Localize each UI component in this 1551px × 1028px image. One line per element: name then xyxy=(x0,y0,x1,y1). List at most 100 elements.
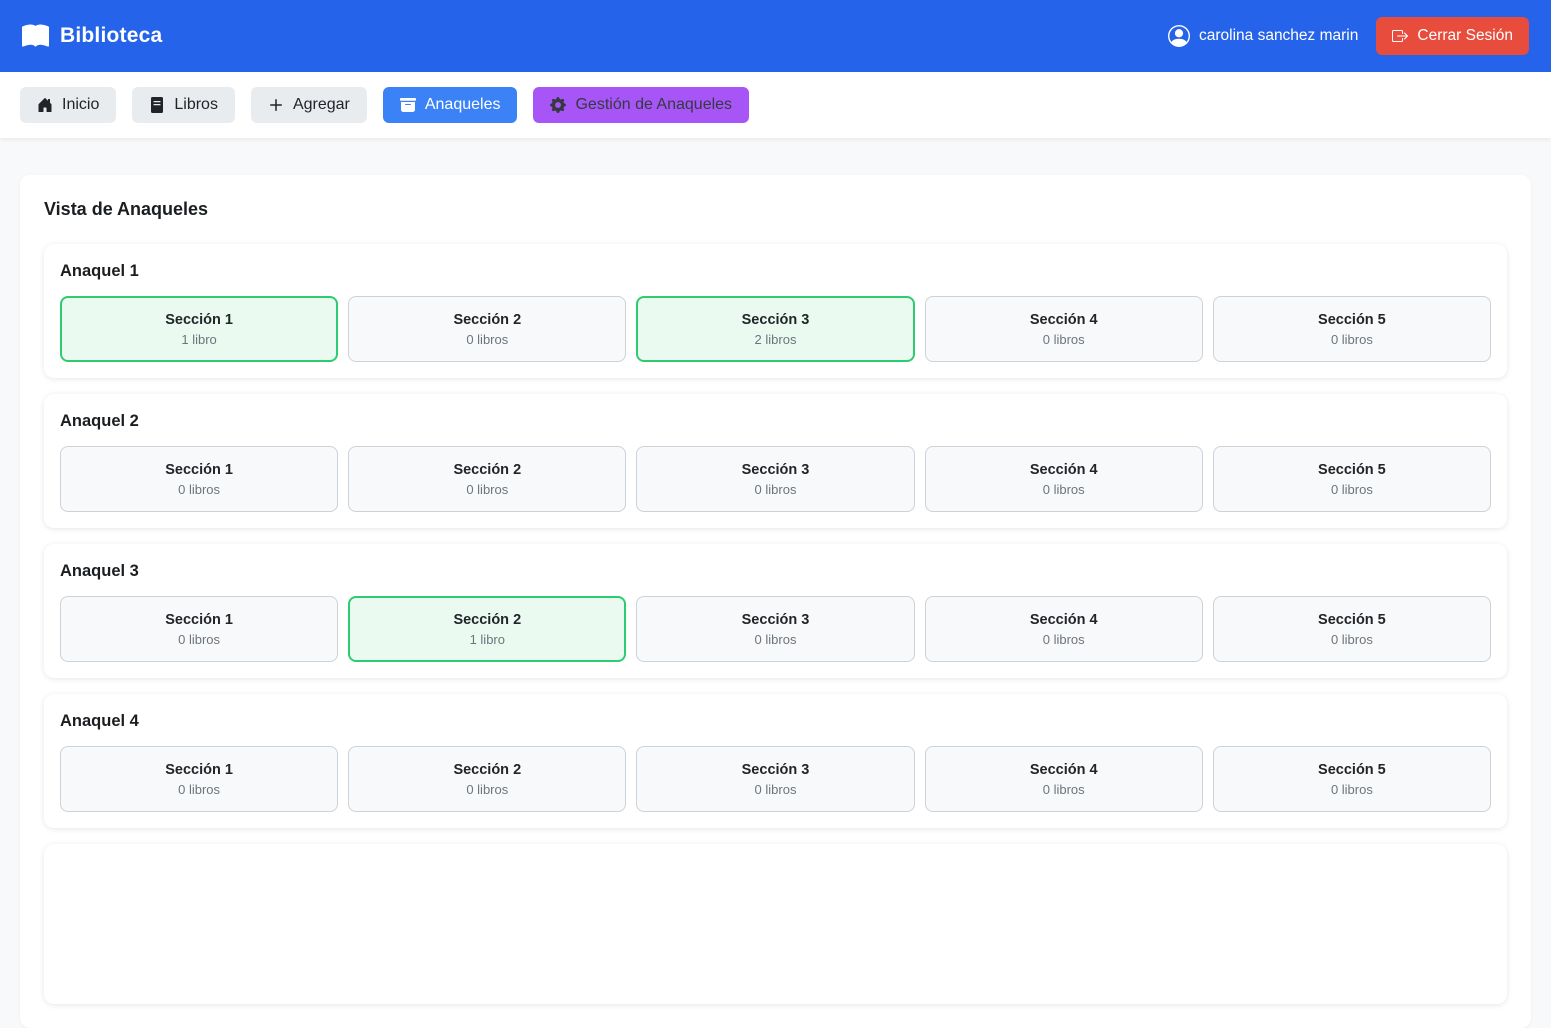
person-circle-icon xyxy=(1167,25,1190,47)
section-tile[interactable]: Sección 4 0 libros xyxy=(924,746,1203,812)
section-tile[interactable]: Sección 5 0 libros xyxy=(1212,746,1491,812)
section-count: 2 libros xyxy=(754,331,797,347)
section-count: 1 libro xyxy=(181,331,217,347)
section-count: 0 libros xyxy=(1330,481,1373,497)
section-tile[interactable]: Sección 4 0 libros xyxy=(924,446,1203,512)
section-count: 0 libros xyxy=(1042,631,1085,647)
section-row: Sección 1 1 libro Sección 2 0 libros Sec… xyxy=(60,296,1491,362)
section-tile[interactable]: Sección 2 1 libro xyxy=(348,596,627,662)
section-count: 0 libros xyxy=(754,631,797,647)
nav-label: Gestión de Anaqueles xyxy=(575,96,733,113)
section-tile[interactable]: Sección 5 0 libros xyxy=(1212,296,1491,362)
shelf-card: Anaquel 2 Sección 1 0 libros Sección 2 0… xyxy=(44,394,1507,528)
section-tile[interactable]: Sección 1 0 libros xyxy=(60,446,339,512)
navbar-right: carolina sanchez marin Cerrar Sesión xyxy=(1167,17,1529,55)
section-label: Sección 3 xyxy=(741,761,810,778)
section-count: 0 libros xyxy=(1330,781,1373,797)
section-row: Sección 1 0 libros Sección 2 0 libros Se… xyxy=(60,446,1491,512)
shelf-title: Anaquel 3 xyxy=(60,562,139,580)
nav-button-anaqueles[interactable]: Anaqueles xyxy=(382,87,518,123)
section-count: 0 libros xyxy=(466,331,509,347)
brand: Biblioteca xyxy=(22,23,162,50)
gear-icon xyxy=(550,97,567,113)
section-label: Sección 4 xyxy=(1029,611,1098,628)
section-tile[interactable]: Sección 2 0 libros xyxy=(348,446,627,512)
section-label: Sección 2 xyxy=(453,611,522,628)
section-count: 0 libros xyxy=(1042,481,1085,497)
section-label: Sección 4 xyxy=(1029,761,1098,778)
shelf-card: Anaquel 1 Sección 1 1 libro Sección 2 0 … xyxy=(44,244,1507,378)
shelf-card: Anaquel 3 Sección 1 0 libros Sección 2 1… xyxy=(44,544,1507,678)
section-tile[interactable]: Sección 1 1 libro xyxy=(60,296,339,362)
section-count: 0 libros xyxy=(754,481,797,497)
section-tile[interactable]: Sección 3 0 libros xyxy=(636,596,915,662)
nav-button-agregar[interactable]: Agregar xyxy=(250,87,367,123)
section-tile[interactable]: Sección 5 0 libros xyxy=(1212,596,1491,662)
section-tile[interactable]: Sección 5 0 libros xyxy=(1212,446,1491,512)
archive-icon xyxy=(399,98,416,112)
section-tile[interactable]: Sección 4 0 libros xyxy=(924,596,1203,662)
shelves-container: Anaquel 1 Sección 1 1 libro Sección 2 0 … xyxy=(44,244,1507,1004)
nav-label: Inicio xyxy=(62,96,100,113)
section-tile[interactable]: Sección 2 0 libros xyxy=(348,296,627,362)
shelf-card xyxy=(44,844,1507,1004)
page-title: Vista de Anaqueles xyxy=(44,199,209,219)
section-count: 0 libros xyxy=(1042,331,1085,347)
section-label: Sección 5 xyxy=(1318,461,1386,478)
nav-label: Agregar xyxy=(292,96,350,113)
section-tile[interactable]: Sección 1 0 libros xyxy=(60,746,339,812)
section-label: Sección 5 xyxy=(1318,761,1386,778)
section-tile[interactable]: Sección 3 2 libros xyxy=(636,296,915,362)
user-name: carolina sanchez marin xyxy=(1198,27,1359,44)
section-label: Sección 1 xyxy=(165,761,233,778)
section-label: Sección 3 xyxy=(741,461,810,478)
nav-label: Libros xyxy=(174,96,218,113)
section-count: 0 libros xyxy=(178,631,221,647)
section-count: 0 libros xyxy=(1042,781,1085,797)
nav-button-libros[interactable]: Libros xyxy=(132,87,235,123)
section-label: Sección 3 xyxy=(741,311,810,328)
logout-button[interactable]: Cerrar Sesión xyxy=(1376,17,1529,55)
section-count: 0 libros xyxy=(466,781,509,797)
section-label: Sección 1 xyxy=(165,461,233,478)
section-tile[interactable]: Sección 2 0 libros xyxy=(348,746,627,812)
section-count: 0 libros xyxy=(1330,331,1373,347)
shelf-title: Anaquel 4 xyxy=(60,712,139,730)
section-label: Sección 2 xyxy=(453,311,522,328)
nav-button-inicio[interactable]: Inicio xyxy=(20,87,117,123)
section-count: 1 libro xyxy=(469,631,505,647)
section-label: Sección 1 xyxy=(165,311,233,328)
nav-button-gestion-anaqueles[interactable]: Gestión de Anaqueles xyxy=(533,87,750,123)
section-tile[interactable]: Sección 1 0 libros xyxy=(60,596,339,662)
plus-icon xyxy=(269,99,282,111)
open-book-icon xyxy=(22,24,49,47)
section-count: 0 libros xyxy=(1330,631,1373,647)
section-count: 0 libros xyxy=(754,781,797,797)
menu-bar: Inicio Libros Agregar Anaqueles Gestión … xyxy=(0,72,1551,138)
section-tile[interactable]: Sección 4 0 libros xyxy=(924,296,1203,362)
shelf-title: Anaquel 1 xyxy=(60,262,139,280)
logout-label: Cerrar Sesión xyxy=(1417,27,1513,44)
shelf-title: Anaquel 2 xyxy=(60,412,139,430)
logout-icon xyxy=(1392,30,1409,42)
shelf-card: Anaquel 4 Sección 1 0 libros Sección 2 0… xyxy=(44,694,1507,828)
nav-label: Anaqueles xyxy=(424,96,501,113)
top-navbar: Biblioteca carolina sanchez marin Cerrar… xyxy=(0,0,1551,72)
section-tile[interactable]: Sección 3 0 libros xyxy=(636,746,915,812)
section-row: Sección 1 0 libros Sección 2 1 libro Sec… xyxy=(60,596,1491,662)
section-label: Sección 2 xyxy=(453,761,522,778)
section-label: Sección 5 xyxy=(1318,611,1386,628)
section-tile[interactable]: Sección 3 0 libros xyxy=(636,446,915,512)
section-label: Sección 4 xyxy=(1029,461,1098,478)
shelves-panel: Vista de Anaqueles Anaquel 1 Sección 1 1… xyxy=(20,175,1531,1028)
section-count: 0 libros xyxy=(466,481,509,497)
brand-name: Biblioteca xyxy=(60,24,163,47)
section-count: 0 libros xyxy=(178,481,221,497)
main-content: Vista de Anaqueles Anaquel 1 Sección 1 1… xyxy=(0,138,1551,1028)
section-row: Sección 1 0 libros Sección 2 0 libros Se… xyxy=(60,746,1491,812)
user-info: carolina sanchez marin xyxy=(1167,25,1359,47)
book-icon xyxy=(151,97,164,113)
section-label: Sección 1 xyxy=(165,611,233,628)
section-label: Sección 2 xyxy=(453,461,522,478)
section-count: 0 libros xyxy=(178,781,221,797)
